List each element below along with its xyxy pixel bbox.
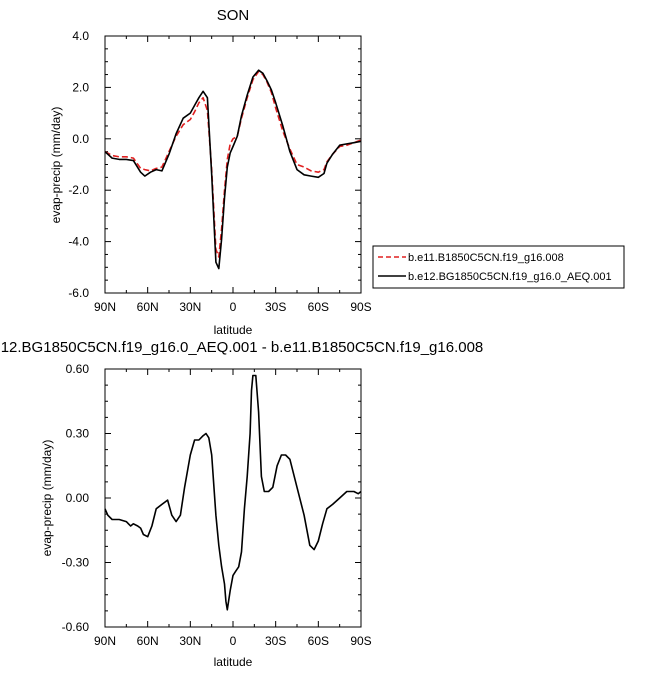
x-tick-label: 30S	[265, 634, 286, 648]
y-tick-label: 0.30	[66, 427, 90, 441]
x-tick-label: 0	[230, 634, 237, 648]
x-tick-label: 90N	[94, 300, 116, 314]
top-chart-title: SON	[217, 7, 250, 24]
bottom-chart-x-axis-label: latitude	[214, 655, 253, 669]
legend-label-series-2: b.e12.BG1850C5CN.f19_g16.0_AEQ.001	[408, 271, 612, 283]
top-chart-x-axis-label: latitude	[214, 323, 253, 337]
x-tick-label: 30N	[179, 300, 201, 314]
x-tick-label: 60N	[137, 634, 159, 648]
y-tick-label: 0.0	[72, 132, 89, 146]
legend-label-series-1: b.e11.B1850C5CN.f19_g16.008	[408, 252, 564, 264]
y-tick-label: 2.0	[72, 80, 89, 94]
bottom-chart: 12.BG1850C5CN.f19_g16.0_AEQ.001 - b.e11.…	[1, 339, 484, 669]
series-line-1	[104, 70, 362, 258]
top-chart-y-axis-label: evap-precip (mm/day)	[49, 107, 63, 224]
y-tick-label: -0.30	[62, 556, 90, 570]
top-chart-legend: b.e11.B1850C5CN.f19_g16.008 b.e12.BG1850…	[372, 245, 625, 289]
plot-frame	[104, 35, 362, 294]
x-tick-label: 0	[230, 300, 237, 314]
y-tick-label: -2.0	[68, 183, 89, 197]
y-tick-label: 0.00	[66, 491, 90, 505]
x-tick-label: 60N	[137, 300, 159, 314]
plot-frame	[104, 368, 362, 628]
y-tick-label: -6.0	[68, 286, 89, 300]
y-tick-label: -0.60	[62, 620, 90, 634]
x-tick-label: 90S	[350, 300, 371, 314]
y-tick-label: 0.60	[66, 362, 90, 376]
y-tick-label: -4.0	[68, 235, 89, 249]
bottom-chart-title: 12.BG1850C5CN.f19_g16.0_AEQ.001 - b.e11.…	[1, 339, 484, 356]
x-tick-label: 90N	[94, 634, 116, 648]
x-tick-label: 30N	[179, 634, 201, 648]
y-tick-label: 4.0	[72, 29, 89, 43]
x-tick-label: 60S	[308, 634, 329, 648]
x-tick-label: 90S	[350, 634, 371, 648]
series-line-1	[104, 374, 362, 611]
bottom-chart-y-axis-label: evap-precip (mm/day)	[40, 440, 54, 557]
series-line-2	[104, 69, 362, 270]
x-tick-label: 30S	[265, 300, 286, 314]
x-tick-label: 60S	[308, 300, 329, 314]
legend-box	[372, 245, 625, 289]
top-chart: SON evap-precip (mm/day) latitude 90N 60N…	[49, 7, 372, 337]
